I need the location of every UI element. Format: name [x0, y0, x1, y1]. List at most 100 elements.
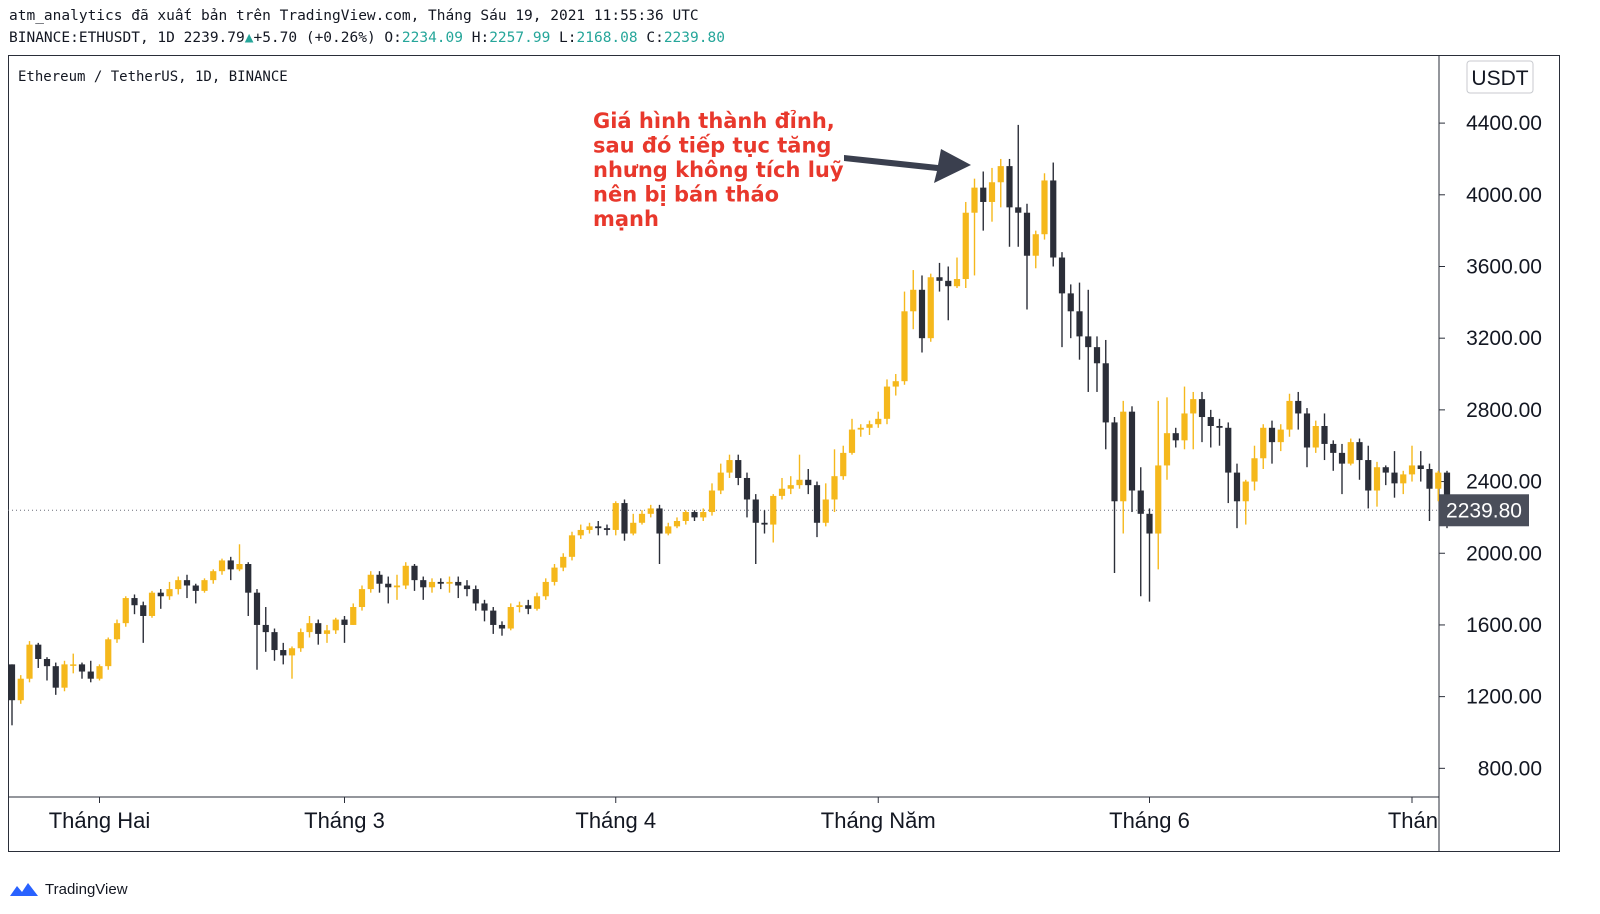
candle-body [87, 671, 94, 679]
chart-legend-title: Ethereum / TetherUS, 1D, BINANCE [18, 69, 288, 85]
candle [778, 477, 786, 500]
candle-body [1391, 472, 1398, 484]
candle-body [148, 592, 156, 616]
candle [866, 420, 873, 435]
candle [752, 494, 759, 565]
candle [271, 628, 278, 661]
candle [726, 454, 733, 478]
candle [481, 599, 488, 622]
candle [770, 494, 777, 543]
candle [507, 603, 514, 631]
candle [26, 641, 33, 683]
candle [1347, 438, 1354, 466]
candle [1225, 422, 1232, 504]
candle [201, 578, 208, 593]
candle [1198, 391, 1206, 443]
candle-body [1251, 458, 1258, 482]
candle [848, 418, 856, 455]
candle [1155, 400, 1162, 570]
candle-body [1041, 180, 1048, 235]
candle-body [743, 477, 751, 500]
candle-body [1198, 399, 1206, 418]
annotation-arrow-icon [844, 149, 971, 183]
candle [630, 513, 637, 536]
candle-body [630, 522, 637, 534]
currency-button[interactable] [1466, 60, 1534, 94]
candle-body [848, 429, 856, 453]
candle [542, 578, 549, 600]
y-tick-label: 2400.00 [1466, 471, 1542, 494]
symbol-name: BINANCE:ETHUSDT, [9, 30, 149, 46]
price-tag-box [1439, 494, 1529, 527]
candle-body [822, 499, 829, 523]
candle [1076, 282, 1083, 360]
candle [831, 449, 838, 513]
candle-body [638, 513, 646, 523]
candle [603, 524, 611, 536]
candle-body [52, 666, 59, 688]
close-label: C: [646, 30, 664, 46]
candle [988, 167, 996, 222]
low-label: L: [559, 30, 577, 46]
candle [43, 657, 51, 681]
candle-body [735, 460, 742, 478]
y-tick-label: 3600.00 [1466, 255, 1542, 278]
candlestick-chart[interactable]: Ethereum / TetherUS, 1D, BINANCE USDT 44… [8, 55, 1592, 872]
candle-body [358, 589, 366, 608]
close-value: 2239.80 [663, 30, 725, 46]
candle [1128, 406, 1136, 513]
candle [148, 590, 156, 618]
candle [586, 522, 593, 534]
candle [96, 664, 103, 681]
candle [1067, 284, 1074, 339]
candle-body [105, 639, 112, 667]
candle-body [253, 592, 261, 625]
candle-body [70, 664, 77, 666]
candle [822, 483, 829, 527]
candle [1163, 397, 1171, 480]
candle [1172, 427, 1179, 448]
footer: TradingView [9, 880, 128, 898]
candle-body [647, 508, 654, 514]
candle-body [1015, 207, 1022, 213]
candle [927, 273, 934, 342]
candle [945, 266, 952, 321]
candle [708, 483, 716, 516]
candle [1408, 445, 1416, 482]
candle-body [1006, 166, 1013, 208]
candle [673, 517, 681, 529]
price-axis[interactable]: 4400.00 4000.00 3600.00 3200.00 2800.00 2400.… [1439, 112, 1542, 780]
candle-body [166, 589, 173, 597]
chart-frame[interactable]: Ethereum / TetherUS, 1D, BINANCE USDT 44… [8, 55, 1592, 872]
candle [175, 576, 182, 595]
candle [1391, 451, 1398, 498]
candle-body [577, 529, 584, 536]
candle [490, 607, 497, 634]
candle-body [1373, 467, 1381, 491]
candle-body [26, 644, 33, 679]
candle-body [1286, 400, 1293, 430]
high-value: 2257.99 [489, 30, 551, 46]
candle-body [936, 277, 943, 281]
candle [1242, 479, 1249, 525]
candle [761, 510, 768, 534]
candle-body [437, 581, 444, 584]
candle-body [612, 503, 619, 530]
candle [498, 621, 506, 636]
candle-body [1163, 433, 1171, 466]
candle-body [245, 564, 252, 593]
candle-body [192, 585, 199, 591]
candle-body [700, 512, 707, 518]
candle-body [1120, 411, 1127, 502]
candle-body [665, 526, 672, 534]
candle-body [288, 648, 296, 656]
candle [306, 615, 313, 638]
candle [533, 592, 541, 611]
time-axis[interactable]: Tháng Hai Tháng 3 Tháng 4 Tháng Năm Tháng 6 T… [49, 797, 1438, 833]
candle [1286, 393, 1293, 437]
candle-body [175, 580, 182, 590]
candle-body [367, 574, 374, 590]
candle-body [446, 581, 453, 584]
y-tick-label: 3200.00 [1466, 327, 1542, 350]
candle-body [708, 490, 716, 513]
